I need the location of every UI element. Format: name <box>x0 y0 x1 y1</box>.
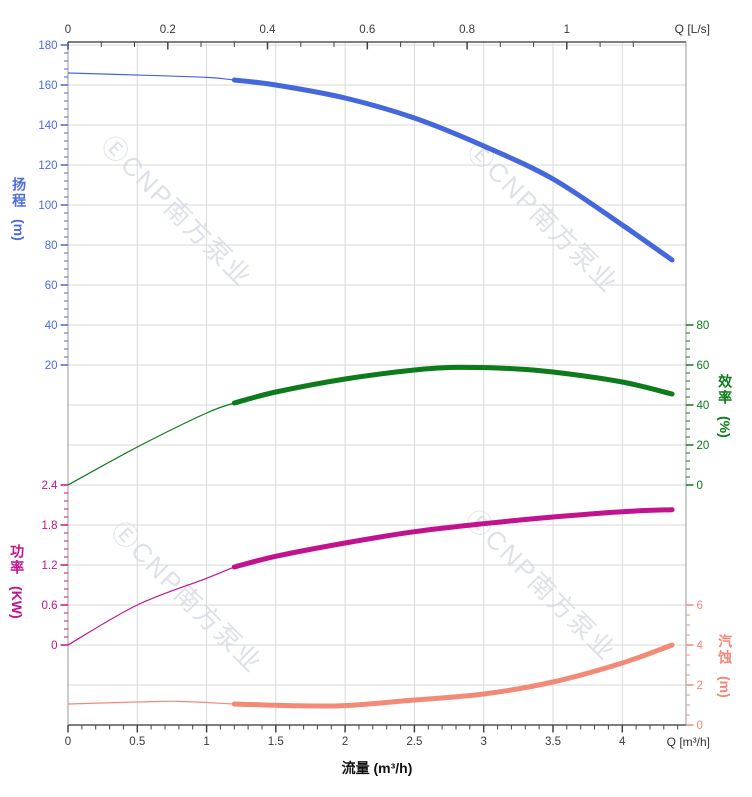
power-axis: 2.4 1.8 1.2 0.6 0 <box>42 480 68 652</box>
head-axis: 180 160 140 120 100 80 60 40 20 <box>38 40 68 372</box>
svg-text:60: 60 <box>45 280 58 292</box>
svg-text:2.5: 2.5 <box>406 736 422 748</box>
svg-text:20: 20 <box>697 440 710 452</box>
head-curve <box>67 72 675 263</box>
efficiency-axis-title: 效率 (%) <box>717 374 733 438</box>
x-axis-title: 流量 (m³/h) <box>341 760 413 776</box>
svg-text:0.8: 0.8 <box>459 24 475 36</box>
svg-text:0: 0 <box>697 480 703 492</box>
efficiency-axis: 80 60 40 20 0 <box>686 320 709 492</box>
svg-text:3.5: 3.5 <box>545 736 561 748</box>
npsh-axis-unit: (m) <box>717 676 734 698</box>
power-axis-title-text: 功率 <box>9 544 26 576</box>
svg-text:0.2: 0.2 <box>160 24 176 36</box>
efficiency-axis-unit: (%) <box>717 416 734 438</box>
bottom-axis-unit-label: Q [m³/h] <box>666 735 710 749</box>
efficiency-curve <box>67 364 675 486</box>
svg-text:0.5: 0.5 <box>129 736 145 748</box>
svg-text:0: 0 <box>697 720 703 732</box>
head-axis-title-text: 扬程 <box>11 177 28 209</box>
npsh-axis: 6 4 2 0 <box>686 600 704 732</box>
svg-text:40: 40 <box>45 320 58 332</box>
svg-text:80: 80 <box>45 240 58 252</box>
svg-text:140: 140 <box>38 120 57 132</box>
top-axis-unit-label: Q [L/s] <box>674 22 710 36</box>
svg-text:3: 3 <box>480 736 486 748</box>
power-curve <box>67 507 675 646</box>
svg-text:2: 2 <box>697 680 703 692</box>
svg-text:0.6: 0.6 <box>42 600 58 612</box>
svg-text:1.2: 1.2 <box>42 560 58 572</box>
svg-text:20: 20 <box>45 360 58 372</box>
svg-text:1.5: 1.5 <box>268 736 284 748</box>
svg-text:80: 80 <box>697 320 710 332</box>
svg-text:4: 4 <box>697 640 704 652</box>
svg-text:1: 1 <box>203 736 209 748</box>
svg-text:0: 0 <box>51 640 57 652</box>
head-axis-unit: (m) <box>11 219 28 241</box>
npsh-axis-title: 汽蚀 (m) <box>717 634 733 698</box>
svg-text:100: 100 <box>38 200 57 212</box>
bottom-x-axis: 0 0.5 1 1.5 2 2.5 3 3.5 4 <box>65 725 679 748</box>
power-axis-unit: (KW) <box>9 586 26 619</box>
power-axis-title: 功率 (KW) <box>9 544 25 619</box>
svg-text:2.4: 2.4 <box>42 480 59 492</box>
head-axis-title: 扬程 (m) <box>11 177 27 241</box>
svg-text:4: 4 <box>619 736 626 748</box>
svg-text:180: 180 <box>38 40 57 52</box>
efficiency-axis-title-text: 效率 <box>717 374 734 406</box>
svg-text:1: 1 <box>564 24 570 36</box>
svg-text:0.4: 0.4 <box>260 24 277 36</box>
svg-text:60: 60 <box>697 360 710 372</box>
svg-text:160: 160 <box>38 80 57 92</box>
top-x-axis: 0 0.2 0.4 0.6 0.8 1 <box>65 24 634 50</box>
svg-text:2: 2 <box>342 736 348 748</box>
svg-text:6: 6 <box>697 600 703 612</box>
npsh-curve <box>67 642 675 709</box>
svg-text:0: 0 <box>65 736 71 748</box>
svg-text:120: 120 <box>38 160 57 172</box>
svg-text:0: 0 <box>65 24 71 36</box>
svg-text:40: 40 <box>697 400 710 412</box>
axis-frame <box>67 41 687 726</box>
npsh-axis-title-text: 汽蚀 <box>717 634 734 666</box>
svg-text:0.6: 0.6 <box>359 24 375 36</box>
svg-text:1.8: 1.8 <box>42 520 58 532</box>
gridlines <box>68 42 686 725</box>
